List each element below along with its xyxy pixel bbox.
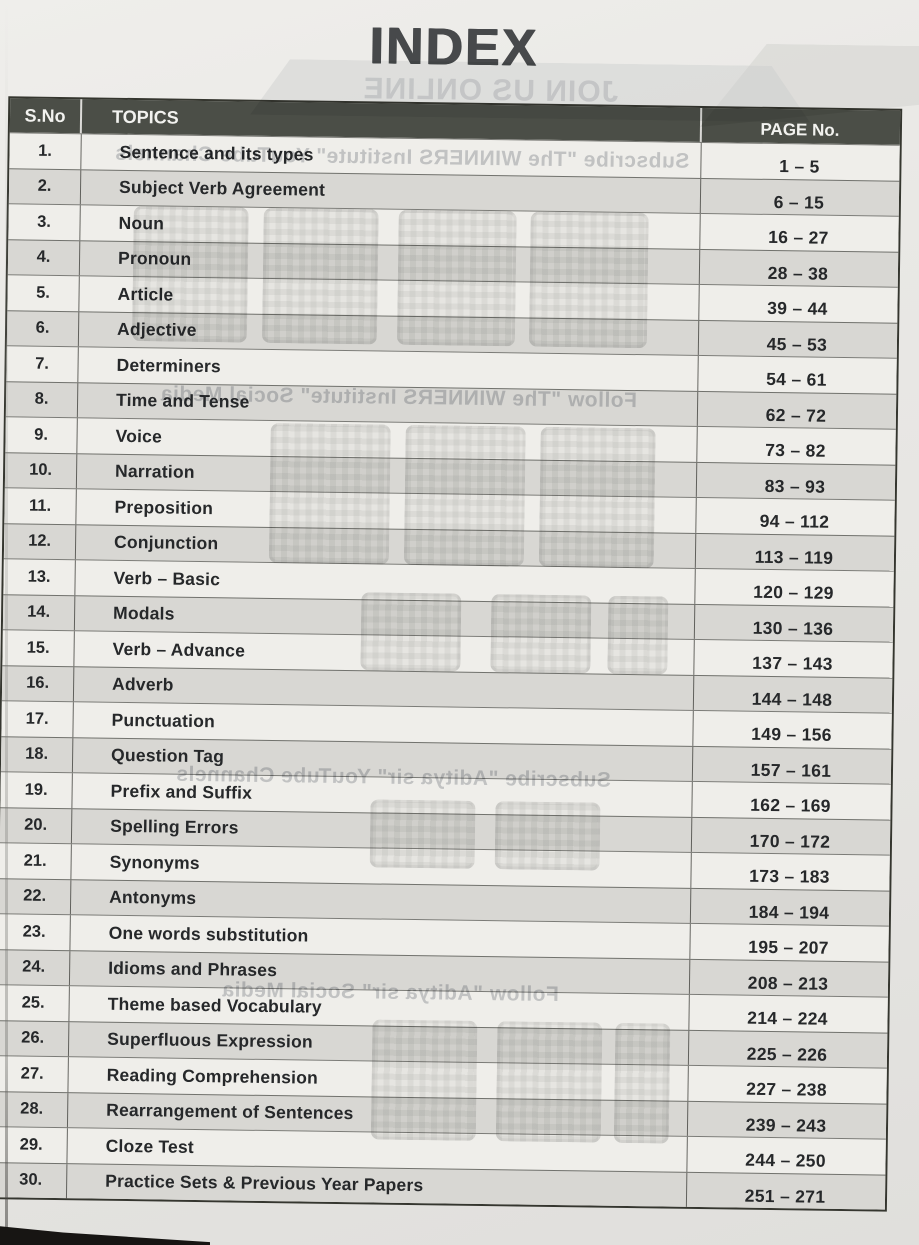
row-pages: 137 – 143 <box>752 652 833 675</box>
row-pages: 45 – 53 <box>766 333 828 355</box>
row-sno: 2. <box>8 168 82 205</box>
row-sno: 13. <box>3 559 76 595</box>
row-pages: 120 – 129 <box>753 581 834 604</box>
row-sno: 24. <box>0 949 71 986</box>
row-sno: 11. <box>4 488 77 524</box>
row-pages: 54 – 61 <box>766 369 827 390</box>
row-sno: 8. <box>5 381 79 418</box>
row-sno: 3. <box>8 204 81 240</box>
row-pages: 16 – 27 <box>768 227 829 248</box>
row-sno: 20. <box>0 807 73 844</box>
row-pages: 39 – 44 <box>767 298 828 319</box>
row-pages: 184 – 194 <box>748 901 830 923</box>
row-sno: 27. <box>0 1056 69 1092</box>
table-body: 1. Sentence and its types 1 – 5 2. Subje… <box>0 132 900 1210</box>
bleedthrough-lines: Subscribe "The WINNERS Institute" YouTub… <box>2 0 919 1006</box>
row-sno: 7. <box>6 346 79 382</box>
row-pages: 6 – 15 <box>773 191 825 213</box>
row-pages: 195 – 207 <box>748 936 829 959</box>
row-pages: 73 – 82 <box>765 440 826 461</box>
row-pages: 62 – 72 <box>765 404 827 426</box>
row-pages: 83 – 93 <box>764 475 826 497</box>
row-pages: 208 – 213 <box>747 972 829 994</box>
index-table: S.No TOPICS PAGE No. 1. Sentence and its… <box>0 96 903 1212</box>
row-sno: 1. <box>9 133 82 169</box>
row-pages: 149 – 156 <box>751 723 832 746</box>
row-pages: 225 – 226 <box>746 1043 828 1065</box>
row-sno: 25. <box>0 985 70 1021</box>
header-page-no: PAGE No. <box>760 119 840 140</box>
row-pages: 130 – 136 <box>752 617 834 639</box>
row-topic: Practice Sets & Previous Year Papers <box>66 1163 688 1207</box>
row-sno: 15. <box>2 630 75 666</box>
page-title: INDEX <box>369 17 539 78</box>
row-sno: 17. <box>1 701 74 737</box>
row-sno: 19. <box>0 772 73 808</box>
row-sno: 26. <box>0 1020 70 1057</box>
row-pages: 157 – 161 <box>750 759 832 781</box>
row-pages: 144 – 148 <box>751 688 833 710</box>
row-sno: 29. <box>0 1127 68 1163</box>
row-pages: 113 – 119 <box>754 546 834 568</box>
row-pages: 227 – 238 <box>746 1078 827 1101</box>
row-sno: 22. <box>0 878 72 915</box>
row-pages: 162 – 169 <box>750 794 831 817</box>
row-sno: 6. <box>6 310 80 347</box>
row-sno: 10. <box>4 452 78 489</box>
row-sno: 14. <box>2 594 76 631</box>
page-edge-shadow <box>5 0 8 1245</box>
row-pages: 170 – 172 <box>749 830 831 852</box>
row-sno: 12. <box>3 523 77 560</box>
row-sno: 5. <box>7 275 80 311</box>
header-sno: S.No <box>9 98 83 134</box>
row-sno: 18. <box>0 736 74 773</box>
row-pages: 94 – 112 <box>759 511 830 533</box>
row-sno: 23. <box>0 914 71 950</box>
row-sno: 21. <box>0 843 72 879</box>
row-pages: 239 – 243 <box>745 1114 827 1136</box>
row-sno: 28. <box>0 1091 69 1128</box>
row-pages: 251 – 271 <box>744 1185 826 1207</box>
row-sno: 30. <box>0 1162 68 1199</box>
row-sno: 4. <box>7 239 81 276</box>
row-pages: 214 – 224 <box>747 1007 828 1030</box>
row-sno: 9. <box>5 417 78 453</box>
row-pages: 244 – 250 <box>745 1149 826 1172</box>
row-pages: 173 – 183 <box>749 865 830 888</box>
row-pages: 1 – 5 <box>779 156 820 177</box>
row-pages: 28 – 38 <box>767 262 829 284</box>
row-sno: 16. <box>1 665 75 702</box>
